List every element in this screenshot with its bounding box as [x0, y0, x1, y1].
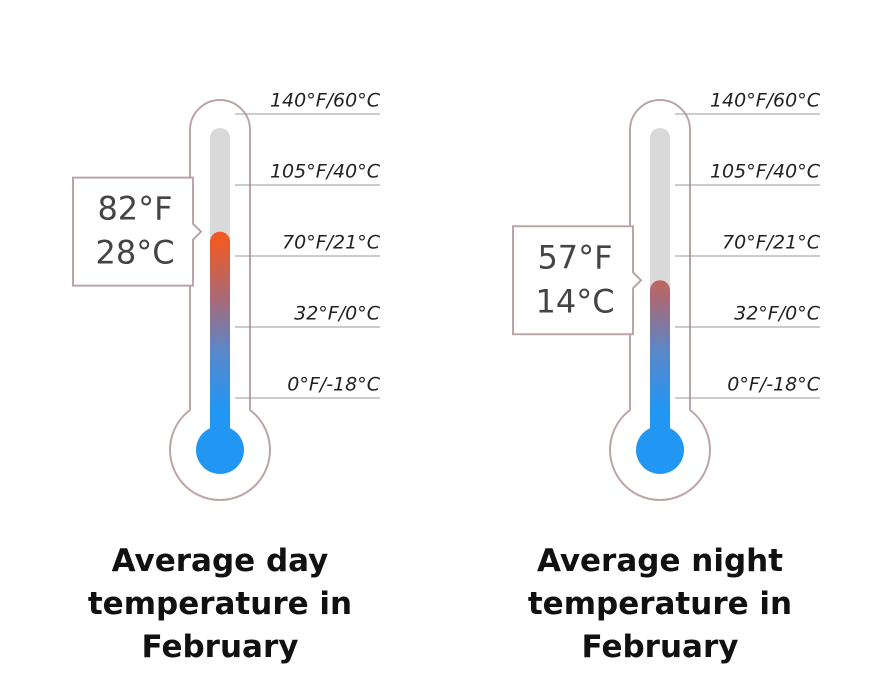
mercury [650, 280, 670, 440]
chart-title: Average day temperature in February [87, 543, 353, 665]
tick-label: 70°F/21°C [282, 232, 381, 254]
value-label: 14°C [535, 282, 614, 320]
callout [72, 176, 203, 287]
tick-label: 32°F/0°C [294, 303, 381, 325]
tick-label: 0°F/-18°C [727, 374, 820, 396]
tick-label: 105°F/40°C [270, 161, 381, 183]
tick-label: 0°F/-18°C [287, 374, 380, 396]
tick-label: 32°F/0°C [734, 303, 821, 325]
chart-title: Average night temperature in February [527, 543, 793, 665]
value-label: 28°C [95, 234, 174, 272]
tick-label: 140°F/60°C [270, 90, 381, 112]
mercury [210, 231, 230, 440]
tick-label: 140°F/60°C [710, 90, 821, 112]
bulb [196, 426, 244, 474]
callout [512, 225, 643, 336]
value-label: 57°F [537, 238, 612, 276]
tick-label: 105°F/40°C [710, 161, 821, 183]
bulb [636, 426, 684, 474]
value-label: 82°F [97, 190, 172, 228]
tick-label: 70°F/21°C [722, 232, 821, 254]
